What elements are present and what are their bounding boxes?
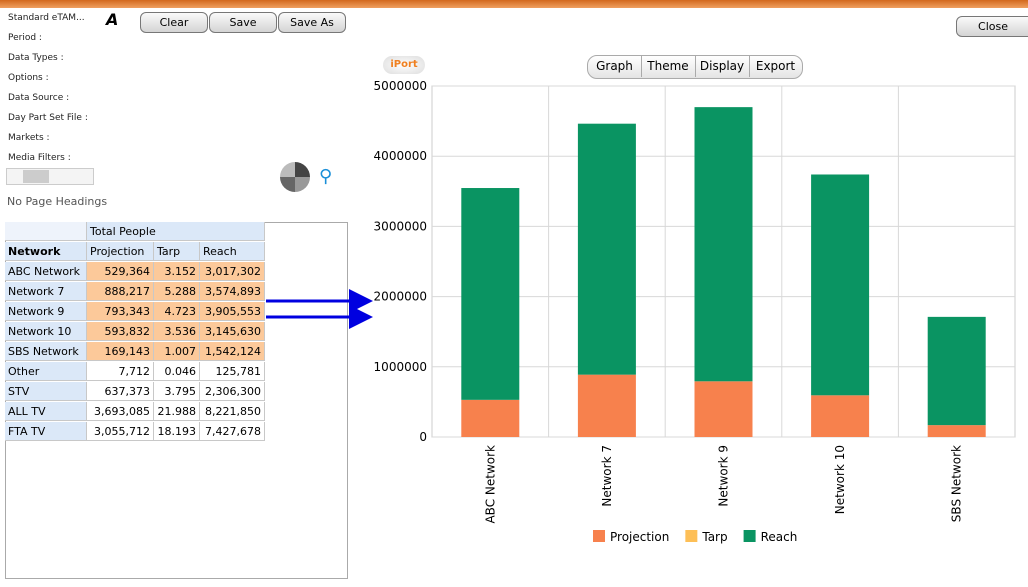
pie-icon[interactable] bbox=[280, 162, 310, 192]
group-header: Total People bbox=[87, 222, 265, 241]
info-label: Data Types : bbox=[8, 53, 64, 63]
bar-segment bbox=[577, 123, 636, 375]
title-strip bbox=[0, 0, 1028, 8]
row-header: STV bbox=[5, 382, 87, 401]
table-cell: 2,306,300 bbox=[200, 382, 265, 401]
table-cell: 3,017,302 bbox=[200, 262, 265, 281]
column-header: Projection bbox=[87, 242, 154, 261]
chart-tab[interactable]: Theme bbox=[641, 56, 696, 77]
scrollbar[interactable] bbox=[6, 168, 94, 185]
bar-segment bbox=[694, 107, 753, 382]
x-tick-label: SBS Network bbox=[950, 445, 964, 522]
clear-button[interactable]: Clear bbox=[140, 12, 208, 33]
table-cell: 1,542,124 bbox=[200, 342, 265, 361]
table-cell: 3,055,712 bbox=[87, 422, 154, 441]
save-as-button[interactable]: Save As bbox=[278, 12, 346, 33]
table-cell: 7,427,678 bbox=[200, 422, 265, 441]
x-tick-label: Network 9 bbox=[717, 445, 731, 507]
table-cell: 169,143 bbox=[87, 342, 154, 361]
row-header: FTA TV bbox=[5, 422, 87, 441]
info-label: Markets : bbox=[8, 133, 50, 143]
table-cell: 3,574,893 bbox=[200, 282, 265, 301]
y-tick-label: 0 bbox=[419, 430, 427, 444]
y-tick-label: 4000000 bbox=[374, 149, 427, 163]
table-cell: 4.723 bbox=[154, 302, 200, 321]
bar-segment bbox=[577, 374, 636, 437]
row-header: Network 9 bbox=[5, 302, 87, 321]
legend-swatch bbox=[743, 530, 756, 542]
x-tick-label: Network 10 bbox=[833, 445, 847, 514]
app-name: Standard eTAM... bbox=[8, 13, 85, 23]
legend-label: Tarp bbox=[701, 530, 727, 544]
search-icon[interactable]: ⚲ bbox=[319, 166, 333, 187]
x-tick-label: Network 7 bbox=[600, 445, 614, 507]
column-header: Reach bbox=[200, 242, 265, 261]
table-cell: 593,832 bbox=[87, 322, 154, 341]
row-header: ALL TV bbox=[5, 402, 87, 421]
row-header: SBS Network bbox=[5, 342, 87, 361]
info-label: Media Filters : bbox=[8, 153, 71, 163]
table-cell: 3,693,085 bbox=[87, 402, 154, 421]
table-cell: 3.536 bbox=[154, 322, 200, 341]
chart-tab[interactable]: Display bbox=[695, 56, 750, 77]
y-tick-label: 1000000 bbox=[374, 360, 427, 374]
legend-swatch bbox=[685, 530, 698, 542]
info-label: Day Part Set File : bbox=[8, 113, 88, 123]
row-header: Other bbox=[5, 362, 87, 381]
table-cell: 3.795 bbox=[154, 382, 200, 401]
table-cell: 5.288 bbox=[154, 282, 200, 301]
table-cell: 793,343 bbox=[87, 302, 154, 321]
y-tick-label: 5000000 bbox=[374, 79, 427, 93]
chart-tab[interactable]: Export bbox=[755, 59, 796, 73]
bar-segment bbox=[461, 399, 520, 437]
y-tick-label: 2000000 bbox=[374, 290, 427, 304]
bar-segment bbox=[811, 395, 870, 437]
table-cell: 18.193 bbox=[154, 422, 200, 441]
column-header: Network bbox=[5, 242, 87, 261]
logo: iPort bbox=[383, 56, 425, 74]
table-cell: 21.988 bbox=[154, 402, 200, 421]
bar-segment bbox=[461, 188, 520, 400]
bar-segment bbox=[694, 381, 753, 437]
table-cell: 529,364 bbox=[87, 262, 154, 281]
table-cell: 888,217 bbox=[87, 282, 154, 301]
y-tick-label: 3000000 bbox=[374, 219, 427, 233]
info-label: Data Source : bbox=[8, 93, 70, 103]
table-cell: 0.046 bbox=[154, 362, 200, 381]
table-cell: 3,145,630 bbox=[200, 322, 265, 341]
legend-swatch bbox=[593, 530, 605, 542]
row-header: Network 7 bbox=[5, 282, 87, 301]
table-cell: 3.152 bbox=[154, 262, 200, 281]
bar-segment bbox=[927, 425, 986, 437]
row-header: ABC Network bbox=[5, 262, 87, 281]
legend-label: Projection bbox=[610, 530, 669, 544]
bar-segment bbox=[811, 174, 870, 396]
table-cell: 125,781 bbox=[200, 362, 265, 381]
legend-label: Reach bbox=[761, 530, 798, 544]
table-cell: 8,221,850 bbox=[200, 402, 265, 421]
table-cell: 637,373 bbox=[87, 382, 154, 401]
x-tick-label: ABC Network bbox=[483, 445, 497, 524]
row-header: Network 10 bbox=[5, 322, 87, 341]
bar-segment bbox=[927, 316, 986, 426]
logo-icon: A bbox=[106, 10, 119, 29]
table-corner bbox=[5, 222, 87, 241]
table-cell: 3,905,553 bbox=[200, 302, 265, 321]
table-cell: 1.007 bbox=[154, 342, 200, 361]
info-label: Period : bbox=[8, 33, 42, 43]
column-header: Tarp bbox=[154, 242, 200, 261]
save-button[interactable]: Save bbox=[209, 12, 277, 33]
page-headings: No Page Headings bbox=[7, 195, 108, 208]
chart-tab[interactable]: Graph bbox=[588, 56, 642, 77]
table-cell: 7,712 bbox=[87, 362, 154, 381]
close-button[interactable]: Close bbox=[956, 16, 1028, 37]
info-label: Options : bbox=[8, 73, 49, 83]
